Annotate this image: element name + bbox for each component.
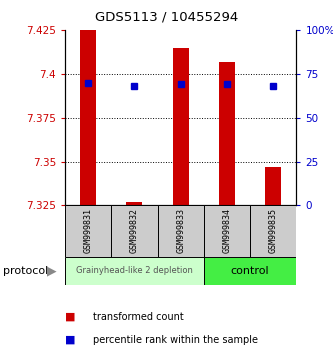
Text: percentile rank within the sample: percentile rank within the sample xyxy=(93,335,258,345)
Text: GSM999834: GSM999834 xyxy=(222,209,231,253)
Bar xyxy=(80,30,96,205)
Bar xyxy=(204,257,296,285)
Text: ▶: ▶ xyxy=(47,264,56,277)
Bar xyxy=(126,202,143,205)
Bar xyxy=(204,205,250,257)
Bar xyxy=(65,257,204,285)
Text: GSM999833: GSM999833 xyxy=(176,209,185,253)
Text: GSM999831: GSM999831 xyxy=(84,209,93,253)
Text: GSM999832: GSM999832 xyxy=(130,209,139,253)
Bar xyxy=(219,62,235,205)
Bar xyxy=(265,167,281,205)
Text: GSM999835: GSM999835 xyxy=(269,209,278,253)
Text: ■: ■ xyxy=(65,335,75,345)
Bar xyxy=(111,205,158,257)
Text: protocol: protocol xyxy=(3,266,49,276)
Text: control: control xyxy=(231,266,269,276)
Text: Grainyhead-like 2 depletion: Grainyhead-like 2 depletion xyxy=(76,266,193,275)
Text: GDS5113 / 10455294: GDS5113 / 10455294 xyxy=(95,11,238,24)
Bar xyxy=(65,205,111,257)
Bar xyxy=(250,205,296,257)
Text: transformed count: transformed count xyxy=(93,312,184,322)
Bar xyxy=(158,205,204,257)
Bar xyxy=(172,47,189,205)
Text: ■: ■ xyxy=(65,312,75,322)
